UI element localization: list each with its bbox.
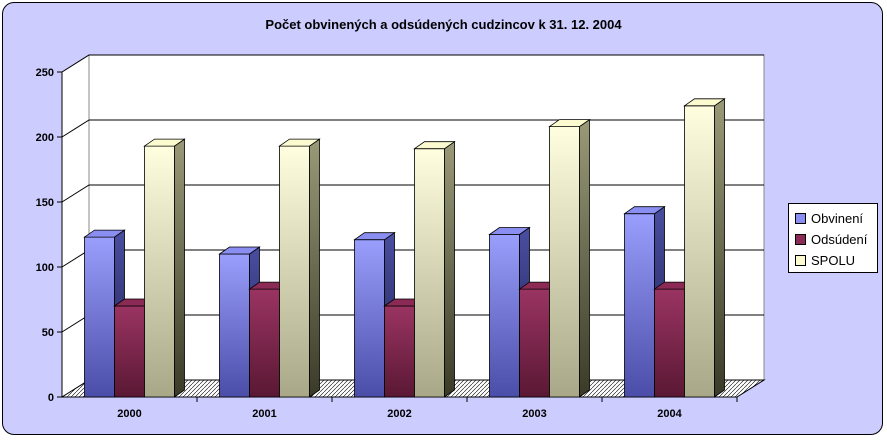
gridline: [61, 184, 764, 203]
bar-front: [519, 288, 550, 398]
gridline: [61, 54, 764, 73]
bar-spolu-2002: [413, 140, 456, 398]
y-tick-label: 200: [36, 132, 54, 144]
x-tick-label-2002: 2002: [387, 408, 411, 420]
bar-spolu-2004: [683, 98, 726, 398]
bar-top: [353, 232, 396, 241]
bar-front: [144, 145, 175, 398]
legend-label-spolu: SPOLU: [811, 253, 856, 268]
legend-swatch-obvineni: [795, 213, 806, 224]
bar-front: [654, 288, 685, 398]
bar-front: [624, 213, 655, 398]
bar-front: [354, 239, 385, 398]
bar-top: [83, 229, 126, 238]
legend-item-obvineni: Obvinení: [795, 208, 877, 229]
bar-front: [279, 145, 310, 398]
y-tick-label: 0: [48, 392, 54, 404]
bar-top: [143, 138, 186, 147]
bar-top: [488, 227, 531, 235]
y-tick-label: 50: [42, 327, 54, 339]
y-tick-label: 150: [36, 197, 54, 209]
legend-item-spolu: SPOLU: [795, 250, 877, 271]
bar-top: [218, 246, 261, 255]
bar-top: [413, 141, 456, 150]
bar-front: [114, 305, 145, 398]
bar-front: [489, 234, 520, 398]
x-tick-label-2003: 2003: [522, 408, 546, 420]
bar-front: [84, 236, 115, 398]
bar-side: [309, 138, 320, 398]
legend-label-odsudeni: Odsúdení: [811, 232, 868, 247]
bar-top: [278, 138, 321, 147]
bar-front: [219, 253, 250, 398]
bar-front: [414, 148, 445, 398]
legend-label-obvineni: Obvinení: [811, 211, 864, 226]
y-tick-label: 250: [36, 67, 54, 79]
gridline: [61, 119, 764, 138]
y-tick-label: 100: [36, 262, 54, 274]
bar-spolu-2001: [278, 138, 321, 398]
legend-swatch-odsudeni: [795, 234, 806, 245]
bar-front: [384, 305, 415, 398]
chart-title: Počet obvinených a odsúdených cudzincov …: [265, 17, 622, 32]
bar-spolu-2000: [143, 138, 186, 398]
bar-top: [623, 206, 666, 215]
bar-side: [714, 98, 725, 398]
bar-front: [684, 105, 715, 398]
bar-top: [683, 98, 726, 107]
x-tick-label-2004: 2004: [657, 408, 682, 420]
x-tick-label-2000: 2000: [117, 408, 141, 420]
bar-front: [249, 288, 280, 398]
bar-side: [579, 118, 590, 398]
bar-front: [549, 126, 580, 398]
bar-spolu-2003: [548, 118, 591, 398]
legend: Obvinení Odsúdení SPOLU: [788, 203, 878, 273]
legend-item-odsudeni: Odsúdení: [795, 229, 877, 250]
bar-side: [174, 138, 185, 398]
x-tick-label-2001: 2001: [252, 408, 276, 420]
bar-side: [444, 140, 455, 398]
bar-top: [548, 119, 591, 127]
legend-swatch-spolu: [795, 255, 806, 266]
